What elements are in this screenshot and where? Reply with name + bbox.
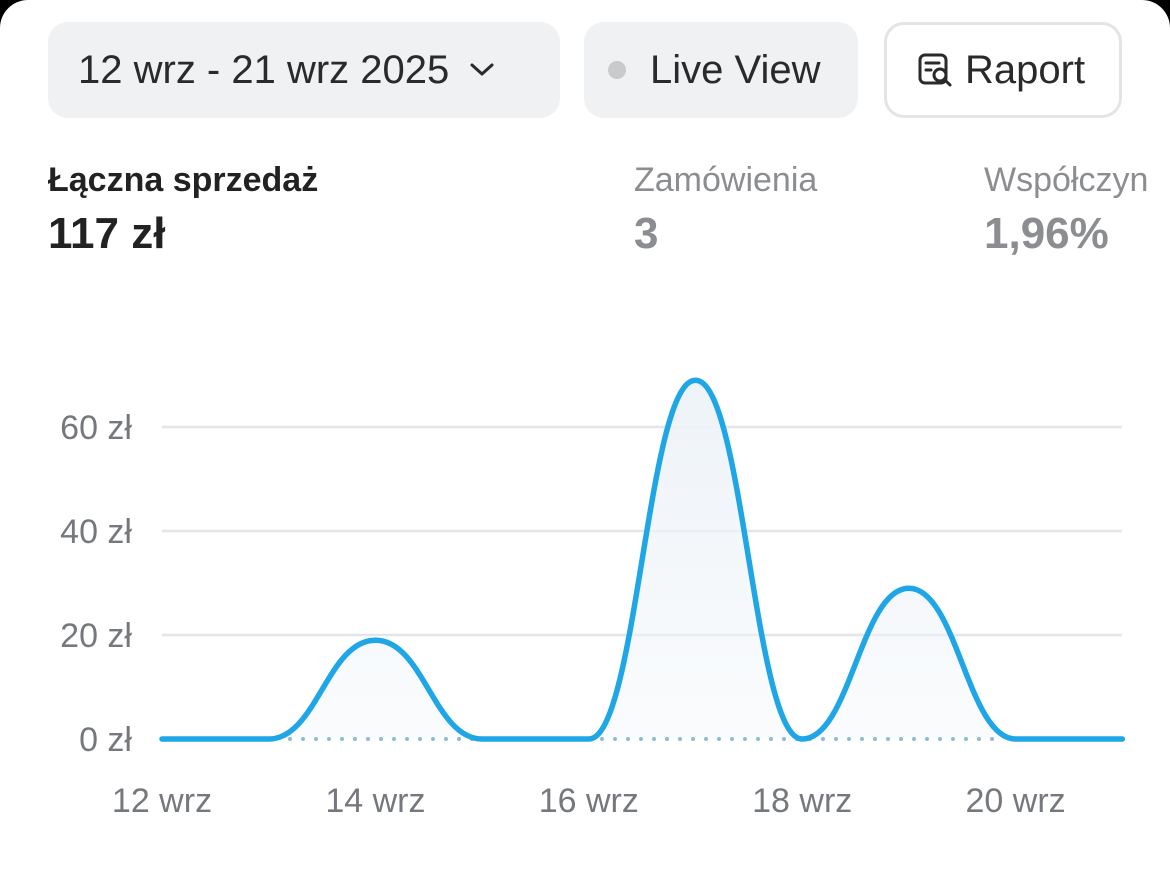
y-tick-label: 20 zł [60, 617, 132, 655]
date-range-label: 12 wrz - 21 wrz 2025 [78, 47, 450, 92]
x-tick-label: 16 wrz [539, 782, 639, 820]
data-point[interactable] [367, 632, 383, 648]
y-tick-label: 40 zł [60, 513, 132, 551]
live-view-button[interactable]: Live View [584, 22, 858, 118]
report-button[interactable]: Raport [884, 22, 1122, 118]
y-tick-label: 0 zł [79, 721, 132, 759]
x-tick-label: 20 wrz [966, 782, 1066, 820]
live-view-label: Live View [650, 47, 821, 92]
report-label: Raport [965, 47, 1086, 92]
metric-orders[interactable]: Zamówienia 3 [634, 160, 817, 264]
report-search-icon [917, 52, 953, 88]
live-status-dot-icon [608, 61, 626, 79]
metric-orders-value: 3 [634, 209, 659, 258]
data-point[interactable] [261, 731, 277, 747]
date-range-picker[interactable]: 12 wrz - 21 wrz 2025 [48, 22, 560, 118]
data-point[interactable] [154, 731, 170, 747]
metric-total-sales-value: 117 zł [48, 209, 166, 258]
data-point[interactable] [581, 731, 597, 747]
x-tick-label: 14 wrz [325, 782, 425, 820]
data-point[interactable] [901, 580, 917, 596]
sales-line-chart[interactable]: 0 zł 20 zł 40 zł 60 zł 12 wrz 14 wrz 16 wrz 18 … [0, 300, 1170, 860]
data-point[interactable] [688, 372, 704, 388]
metric-conversion-rate-label: Współczyn [984, 161, 1149, 199]
data-point[interactable] [794, 731, 810, 747]
metric-conversion-rate[interactable]: Współczyn 1,96% [984, 160, 1148, 264]
data-point[interactable] [1114, 731, 1130, 747]
x-tick-label: 12 wrz [112, 782, 212, 820]
metric-total-sales-label: Łączna sprzedaż [48, 161, 319, 199]
metric-orders-label: Zamówienia [634, 161, 818, 199]
data-point[interactable] [474, 731, 490, 747]
chevron-down-icon [467, 55, 497, 85]
metric-total-sales[interactable]: Łączna sprzedaż 117 zł [48, 160, 318, 264]
sales-series-line [159, 377, 1126, 742]
metric-conversion-rate-value: 1,96% [984, 209, 1109, 258]
x-tick-label: 18 wrz [752, 782, 852, 820]
y-tick-label: 60 zł [60, 409, 132, 447]
data-point[interactable] [1008, 731, 1024, 747]
